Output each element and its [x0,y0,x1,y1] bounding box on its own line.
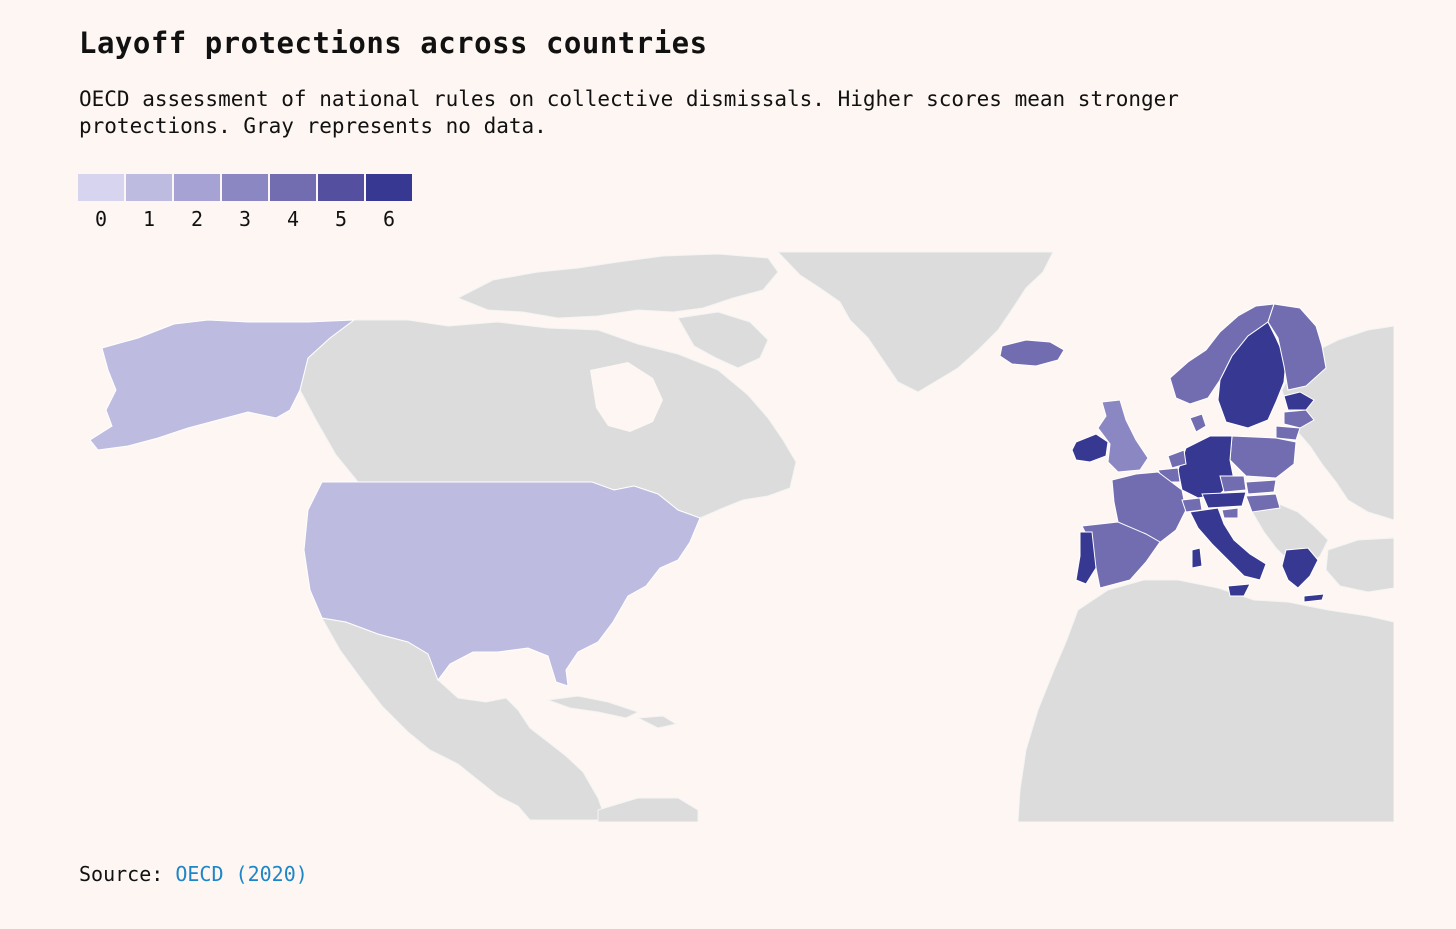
land-africa [1017,579,1394,822]
source-note: Source: OECD (2020) [79,862,308,886]
legend-swatch-1 [126,174,172,201]
country-estonia [1283,391,1315,411]
country-italy-sicily [1227,583,1251,597]
country-portugal [1075,531,1097,585]
country-hungary [1245,493,1281,513]
legend-item-2: 2 [174,174,222,231]
legend-label-2: 2 [190,207,204,231]
legend-item-0: 0 [78,174,126,231]
country-france [1111,471,1187,545]
legend-item-3: 3 [222,174,270,231]
hudson-bay [590,362,663,432]
legend-item-5: 5 [318,174,366,231]
legend-label-6: 6 [382,207,396,231]
country-united-states [303,481,701,687]
country-italy [1189,507,1267,581]
country-greece-crete [1303,593,1325,603]
country-greece [1281,547,1319,589]
chart-subtitle: OECD assessment of national rules on col… [79,87,1179,138]
legend-label-3: 3 [238,207,252,231]
country-alaska [89,319,356,451]
source-link[interactable]: OECD (2020) [175,862,308,886]
country-poland [1229,435,1297,479]
country-switzerland [1181,497,1203,513]
land-greenland [776,251,1054,393]
legend-swatch-6 [366,174,412,201]
legend-label-4: 4 [286,207,300,231]
legend-label-5: 5 [334,207,348,231]
country-united-kingdom [1097,399,1149,473]
land-turkey [1325,537,1394,593]
country-finland [1267,303,1327,391]
legend-item-6: 6 [366,174,414,231]
legend-label-1: 1 [142,207,156,231]
legend-item-1: 1 [126,174,174,231]
world-map [89,251,1394,822]
land-canada [299,319,797,519]
country-italy-sardinia [1191,547,1203,569]
land-hispaniola [636,715,678,729]
country-lithuania [1275,425,1301,441]
legend-swatch-4 [270,174,316,201]
country-slovenia [1221,507,1239,519]
country-slovakia [1245,479,1277,495]
land-canada-islands [456,253,779,319]
legend-item-4: 4 [270,174,318,231]
land-baffin-island [677,311,769,369]
country-denmark [1189,413,1207,433]
source-label: Source: [79,862,164,886]
land-south-america [597,797,699,822]
country-netherlands [1167,449,1187,469]
country-austria [1201,491,1247,509]
color-legend: 0 1 2 3 4 5 6 [78,174,414,231]
legend-swatch-2 [174,174,220,201]
legend-swatch-5 [318,174,364,201]
country-latvia [1283,409,1315,429]
country-czechia [1219,475,1247,493]
legend-swatch-3 [222,174,268,201]
land-cuba [547,695,640,719]
country-ireland [1071,433,1109,463]
legend-label-0: 0 [94,207,108,231]
legend-swatch-0 [78,174,124,201]
country-sweden [1217,321,1287,429]
country-iceland [999,339,1065,367]
chart-title: Layoff protections across countries [79,26,708,60]
